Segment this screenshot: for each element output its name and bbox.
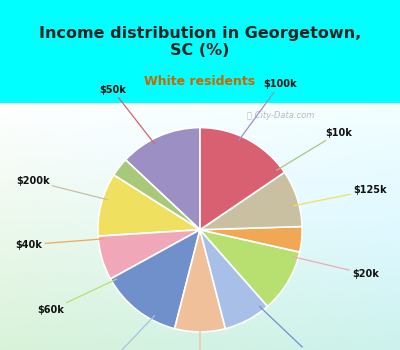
Text: $50k: $50k <box>99 85 154 144</box>
Text: $200k: $200k <box>16 176 108 200</box>
Wedge shape <box>174 230 226 332</box>
Wedge shape <box>110 230 200 329</box>
Wedge shape <box>98 230 200 279</box>
Text: ⓘ City-Data.com: ⓘ City-Data.com <box>247 111 314 120</box>
Text: $60k: $60k <box>37 279 116 315</box>
Text: $20k: $20k <box>293 257 379 279</box>
Text: $40k: $40k <box>16 239 103 250</box>
Text: $75k: $75k <box>260 307 324 350</box>
Wedge shape <box>200 172 302 230</box>
Wedge shape <box>200 230 300 306</box>
Text: $100k: $100k <box>238 79 296 141</box>
Text: Income distribution in Georgetown,
SC (%): Income distribution in Georgetown, SC (%… <box>39 26 361 58</box>
Text: $30k: $30k <box>186 327 214 350</box>
Wedge shape <box>126 127 200 230</box>
Text: $10k: $10k <box>277 128 352 170</box>
Wedge shape <box>200 226 302 252</box>
Text: $125k: $125k <box>294 186 387 205</box>
Wedge shape <box>200 127 284 230</box>
Text: > $200k: > $200k <box>81 315 154 350</box>
Wedge shape <box>200 230 268 329</box>
Wedge shape <box>114 160 200 230</box>
Wedge shape <box>98 175 200 236</box>
Text: White residents: White residents <box>144 75 256 88</box>
